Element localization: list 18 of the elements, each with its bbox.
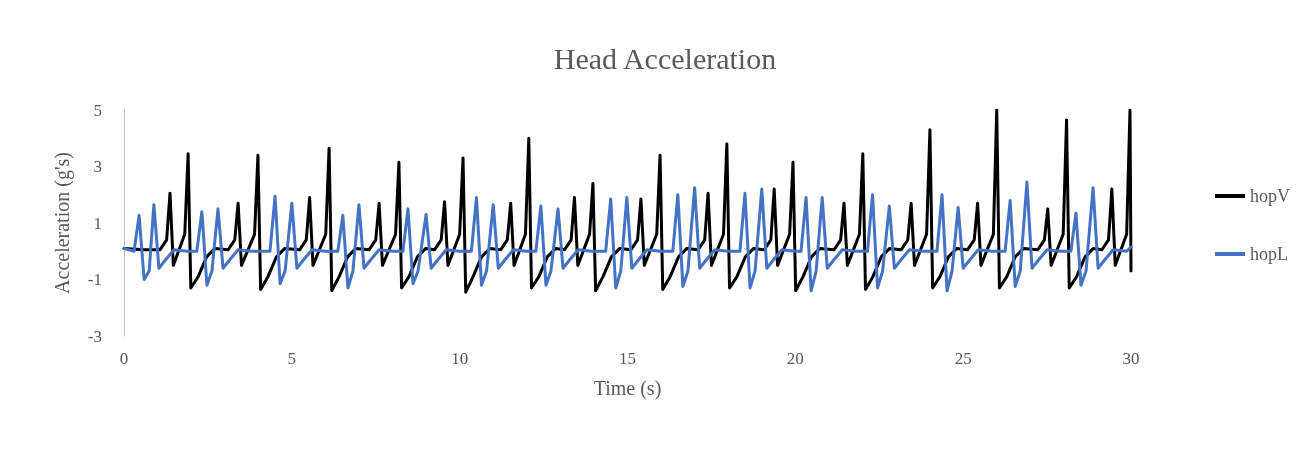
y-tick-label: -1 — [87, 270, 102, 289]
x-tick-label: 20 — [786, 349, 804, 368]
y-tick-label: 5 — [93, 100, 102, 120]
y-tick-label: 1 — [93, 213, 102, 233]
x-tick-label: 10 — [451, 349, 469, 368]
x-tick-label: 30 — [1122, 349, 1140, 368]
x-tick-label: 15 — [619, 349, 636, 368]
x-axis-title: Time (s) — [593, 377, 662, 400]
legend-label: hopV — [1250, 186, 1290, 206]
y-tick-label: 3 — [93, 157, 102, 176]
y-axis-title: Acceleration (g's) — [51, 152, 74, 294]
x-tick-label: 0 — [119, 349, 129, 368]
x-tick-label: 5 — [287, 349, 297, 368]
y-tick-label: -3 — [87, 326, 102, 346]
chart-title: Head Acceleration — [553, 41, 777, 75]
line-series — [122, 180, 1133, 293]
legend-label: hopL — [1250, 244, 1288, 264]
x-tick-label: 25 — [954, 349, 972, 368]
